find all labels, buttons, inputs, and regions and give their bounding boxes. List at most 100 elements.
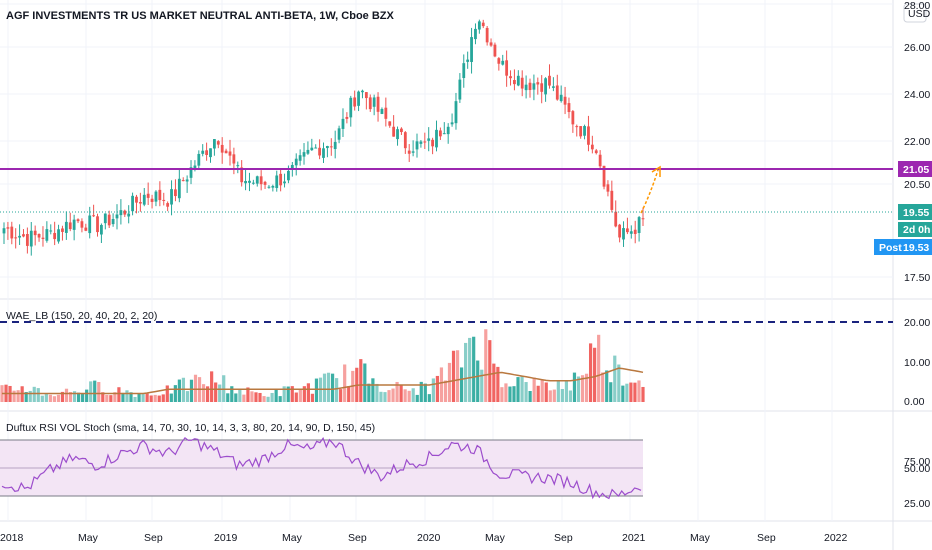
candle-body (318, 147, 322, 156)
candle-body (364, 92, 368, 99)
wae-bar (105, 394, 109, 402)
wae-bar (238, 388, 242, 402)
countdown-tag: 2d 0h (898, 222, 932, 237)
candle-body (610, 190, 614, 210)
time-axis[interactable]: 2018 May Sep 2019 May Sep 2020 May Sep 2021 May Sep… (0, 532, 848, 544)
candle-body (6, 227, 10, 229)
candle-body (384, 107, 388, 119)
candle-body (388, 121, 392, 126)
time-label: May (282, 532, 303, 544)
candle-body (442, 133, 446, 135)
wae-bar (48, 394, 52, 402)
wae-bar (109, 395, 113, 402)
wae-bar (270, 392, 274, 402)
candle-body (567, 103, 571, 113)
candle-body (275, 175, 279, 189)
candle-body (361, 90, 364, 93)
rsi-title: Duftux RSI VOL Stoch (sma, 14, 70, 30, 1… (6, 422, 375, 434)
projection-arrow[interactable] (640, 165, 661, 214)
candle-body (25, 234, 29, 246)
rsi-axis[interactable]: 75.00 50.00 25.00 (904, 456, 930, 510)
candle-body (357, 91, 360, 106)
rsi-tick: 25.00 (904, 498, 930, 510)
wae-bar (145, 393, 149, 402)
candle-body (520, 77, 524, 89)
wae-bar (548, 390, 552, 402)
candle-body (96, 216, 99, 233)
wae-bar (64, 388, 69, 402)
wae-bar (435, 375, 439, 402)
candle-body (138, 202, 142, 204)
wae-bar (278, 396, 282, 402)
wae-bar (81, 393, 85, 402)
time-label: Sep (144, 532, 163, 544)
candle-body (170, 189, 173, 205)
wae-bar (266, 396, 270, 402)
candle-body (209, 148, 212, 158)
wae-bar (552, 389, 556, 402)
candle-body (115, 214, 119, 219)
candle-body (641, 218, 645, 220)
candle-body (555, 85, 559, 100)
candle-body (158, 189, 162, 201)
wae-bar (403, 389, 407, 402)
price-tick: 17.50 (904, 272, 930, 284)
wae-bar (516, 377, 520, 402)
candle-body (201, 150, 205, 154)
wae-bar (28, 390, 32, 402)
candle-body (411, 151, 415, 153)
wae-bar (411, 388, 415, 402)
candle-body (587, 126, 590, 145)
candle-body (493, 44, 497, 57)
wae-bar (528, 390, 532, 402)
wae-bar (335, 378, 339, 402)
price-axis[interactable]: USD 28.00 26.00 24.00 22.00 20.50 17.50 (903, 0, 931, 284)
candle-body (283, 181, 286, 184)
wae-bar (161, 394, 165, 402)
candle-body (474, 28, 477, 40)
wae-bar (36, 388, 40, 402)
candle-body (590, 144, 594, 150)
candle-body (45, 229, 49, 241)
wae-bar (254, 392, 258, 402)
wae-bar (532, 377, 536, 402)
wae-axis[interactable]: 20.00 10.00 0.00 (904, 317, 930, 408)
time-label: Sep (554, 532, 573, 544)
candle-body (49, 230, 53, 232)
wae-bar (609, 382, 613, 402)
wae-bar (113, 392, 117, 402)
wae-bar (419, 381, 423, 402)
candle-body (294, 158, 298, 166)
wae-bar (32, 386, 36, 402)
candle-body (450, 122, 454, 125)
candle-body (123, 210, 127, 215)
candle-body (435, 129, 438, 148)
wae-bar (625, 383, 629, 402)
candle-body (614, 211, 618, 227)
wae-bar (310, 393, 315, 402)
resistance-tag: 21.05 (898, 161, 932, 177)
time-label: 2022 (824, 532, 848, 544)
candle-body (100, 224, 103, 235)
candle-body (575, 126, 579, 128)
wae-bar (439, 367, 444, 402)
candle-body (325, 145, 329, 149)
wae-bar (588, 343, 593, 402)
candle-body (540, 83, 544, 92)
price-tick: 28.00 (904, 0, 930, 12)
candle-body (150, 198, 154, 202)
candle-body (240, 167, 244, 183)
wae-bar (40, 395, 44, 402)
candle-body (516, 75, 520, 86)
candle-body (248, 180, 251, 183)
candle-body (563, 96, 567, 105)
wae-bar (593, 347, 597, 402)
wae-bar (101, 392, 105, 402)
candle-body (64, 221, 68, 233)
wae-bar (468, 337, 472, 402)
candle-body (536, 82, 540, 85)
wae-bar (484, 329, 488, 402)
wae-bar (464, 342, 468, 402)
wae-bar (576, 376, 581, 402)
